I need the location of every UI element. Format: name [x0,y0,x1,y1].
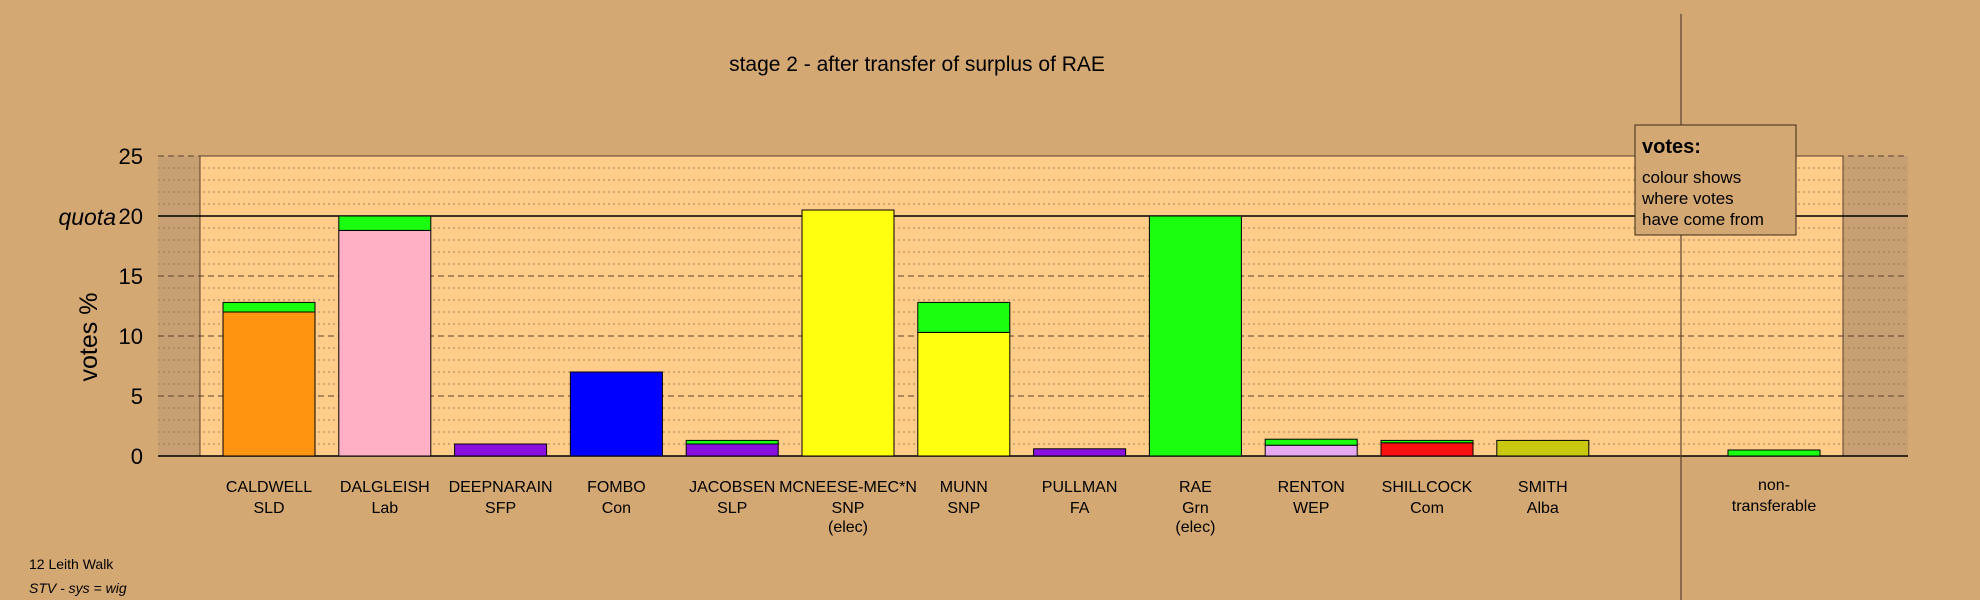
candidate-name-label: DEEPNARAIN [449,479,553,496]
candidate-elected-label: (elec) [828,519,868,536]
non-transferable-label: non- [1758,477,1790,494]
inner-plot-area [199,155,1844,457]
non-transferable-label: transferable [1732,498,1817,515]
bar-mcneese-mec-n-segment-1 [801,209,895,457]
candidate-name-label: FOMBO [587,479,646,496]
candidate-party-label: Lab [371,500,398,517]
candidate-name-label: RENTON [1278,479,1345,496]
candidate-name-label: JACOBSEN [689,479,775,496]
bar-smith-segment-1 [1496,439,1590,457]
legend: votes: colour shows where votes have com… [1634,124,1797,236]
footer-system: STV - sys = wig [29,580,127,596]
bar-renton-segment-2 [1264,438,1358,446]
bar-dalgleish-segment-2 [338,215,432,231]
y-tick-label: 15 [119,264,143,289]
candidate-name-label: PULLMAN [1042,479,1118,496]
bar-dalgleish-segment-1 [338,229,432,457]
candidate-name-label: SMITH [1518,479,1568,496]
candidate-party-label: SLD [253,500,284,517]
bar-shillcock-segment-1 [1380,442,1474,457]
y-tick-label: 5 [131,384,143,409]
candidate-party-label: Com [1410,500,1444,517]
bar-munn-segment-1 [917,331,1011,457]
candidate-name-label: MUNN [940,479,988,496]
chart-title: stage 2 - after transfer of surplus of R… [729,53,1105,76]
bar-munn-segment-2 [917,301,1011,333]
legend-title: votes: [1642,136,1701,158]
footer-location: 12 Leith Walk [29,556,114,572]
candidate-party-label: SNP [947,500,980,517]
bar-deepnarain-segment-1 [454,443,548,457]
candidate-name-label: SHILLCOCK [1382,479,1473,496]
bar-renton-segment-1 [1264,444,1358,457]
candidate-party-label: SFP [485,500,516,517]
candidate-labels: CALDWELL SLD DALGLEISH Lab DEEPNARAIN SFP FOMB… [226,477,1816,536]
candidate-party-label: WEP [1293,500,1329,517]
y-tick-label: 20 [119,204,143,229]
bar-shillcock-segment-2 [1380,439,1474,444]
legend-line-2: where votes [1641,189,1734,208]
candidate-party-label: SLP [717,500,747,517]
y-axis: 0 5 10 15 20 25 [119,144,143,469]
candidate-party-label: FA [1070,500,1090,517]
bar-caldwell-segment-2 [222,301,316,313]
legend-box [1634,124,1797,236]
candidate-party-label: Con [602,500,631,517]
y-tick-label: 10 [119,324,143,349]
candidate-party-label: Grn [1182,500,1209,517]
candidate-name-label: CALDWELL [226,479,312,496]
y-tick-label: 25 [119,144,143,169]
bar-jacobsen-segment-2 [685,439,779,445]
bar-rae-segment-1 [1148,215,1242,457]
y-tick-label: 0 [131,444,143,469]
legend-line-1: colour shows [1642,168,1741,187]
bar-fombo-segment-1 [569,371,663,457]
bars [222,209,1821,457]
candidate-name-label: DALGLEISH [340,479,430,496]
candidate-elected-label: (elec) [1175,519,1215,536]
bar-jacobsen-segment-1 [685,443,779,457]
candidate-name-label: MCNEESE-MEC*N [779,479,917,496]
y-axis-label: votes % [75,293,103,382]
legend-line-3: have come from [1642,210,1764,229]
gridlines [158,155,1908,457]
quota-label: quota [58,204,116,230]
bar-pullman-segment-1 [1033,448,1127,457]
bar-non-transferable-segment-1 [1727,449,1821,457]
candidate-party-label: Alba [1527,500,1559,517]
candidate-party-label: SNP [832,500,865,517]
candidate-name-label: RAE [1179,479,1212,496]
bar-caldwell-segment-1 [222,311,316,457]
